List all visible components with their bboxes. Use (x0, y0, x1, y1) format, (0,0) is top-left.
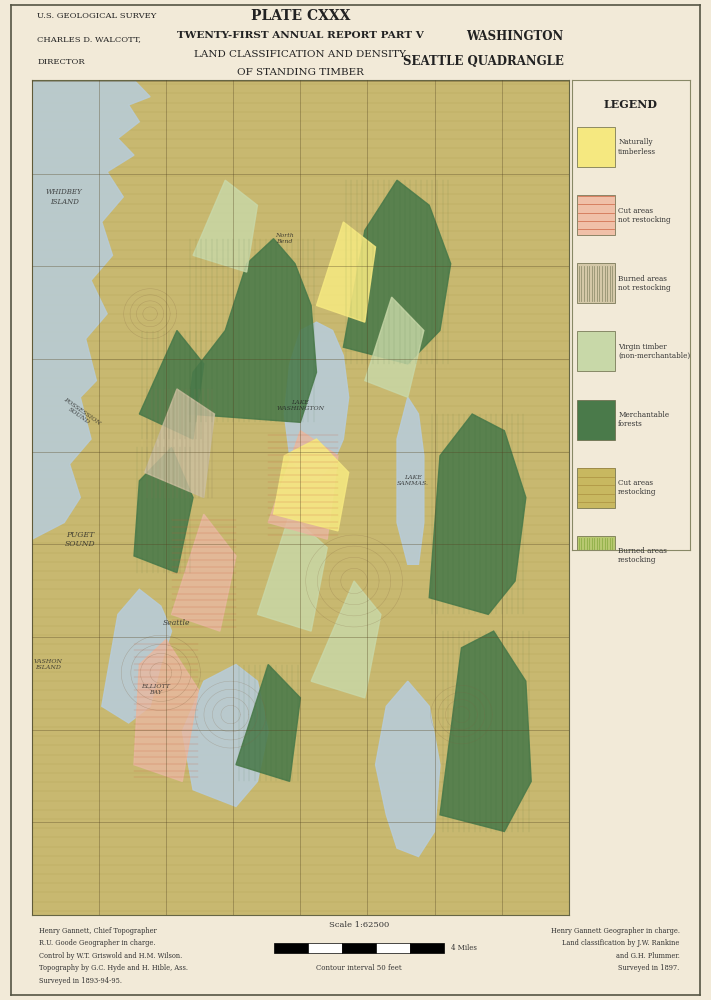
Text: LAND CLASSIFICATION AND DENSITY: LAND CLASSIFICATION AND DENSITY (194, 50, 407, 59)
Text: WASHINGTON: WASHINGTON (466, 30, 563, 43)
Bar (577, 127, 614, 167)
Bar (376, 943, 410, 953)
Polygon shape (188, 239, 316, 422)
Bar (577, 468, 614, 508)
Text: R.U. Goode Geographer in charge.: R.U. Goode Geographer in charge. (38, 939, 155, 947)
Text: Cut areas
not restocking: Cut areas not restocking (618, 207, 670, 224)
Polygon shape (145, 389, 215, 498)
Text: Naturally
timberless: Naturally timberless (618, 138, 656, 156)
Text: Merchantable
forests: Merchantable forests (618, 411, 669, 428)
Text: PLATE CXXX: PLATE CXXX (251, 9, 350, 23)
Bar (410, 943, 444, 953)
Polygon shape (182, 665, 268, 806)
Polygon shape (32, 80, 171, 539)
Text: WHIDBEY
ISLAND: WHIDBEY ISLAND (46, 188, 82, 206)
Polygon shape (257, 514, 327, 631)
Polygon shape (375, 681, 440, 857)
Text: Virgin timber
(non-merchantable): Virgin timber (non-merchantable) (618, 343, 690, 360)
Polygon shape (102, 589, 171, 723)
Polygon shape (274, 439, 348, 531)
Bar (577, 400, 614, 440)
Text: Land classification by J.W. Rankine: Land classification by J.W. Rankine (562, 939, 680, 947)
Polygon shape (284, 322, 348, 481)
Text: U.S. GEOLOGICAL SURVEY: U.S. GEOLOGICAL SURVEY (38, 12, 156, 20)
Text: Surveyed in 1897.: Surveyed in 1897. (619, 964, 680, 972)
Bar (577, 536, 614, 576)
Bar (342, 943, 376, 953)
Text: Henry Gannett Geographer in charge.: Henry Gannett Geographer in charge. (550, 927, 680, 935)
Text: LEGEND: LEGEND (604, 99, 658, 110)
Text: POSSESSION
SOUND: POSSESSION SOUND (59, 397, 102, 431)
Text: 4 Miles: 4 Miles (451, 944, 476, 952)
Text: PUGET
SOUND: PUGET SOUND (65, 531, 95, 548)
Text: VASHON
ISLAND: VASHON ISLAND (33, 659, 63, 670)
Text: LAKE
WASHINGTON: LAKE WASHINGTON (277, 400, 324, 411)
Text: ELLIOTT
BAY: ELLIOTT BAY (141, 684, 170, 695)
Polygon shape (268, 431, 338, 539)
Polygon shape (236, 665, 301, 781)
Text: Henry Gannett, Chief Topographer: Henry Gannett, Chief Topographer (38, 927, 156, 935)
Polygon shape (397, 397, 424, 564)
Bar (577, 263, 614, 303)
Text: OF STANDING TIMBER: OF STANDING TIMBER (237, 68, 364, 77)
Text: North
Bend: North Bend (275, 233, 294, 244)
Polygon shape (171, 514, 236, 631)
Bar (308, 943, 342, 953)
Polygon shape (316, 222, 375, 322)
Text: and G.H. Plummer.: and G.H. Plummer. (616, 952, 680, 960)
Text: Seattle: Seattle (164, 619, 191, 627)
Text: TWENTY-FIRST ANNUAL REPORT PART V: TWENTY-FIRST ANNUAL REPORT PART V (177, 31, 424, 40)
Polygon shape (365, 297, 424, 397)
Text: Contour interval 50 feet: Contour interval 50 feet (316, 964, 402, 972)
Text: Burned areas
not restocking: Burned areas not restocking (618, 275, 670, 292)
Bar (274, 943, 308, 953)
Polygon shape (134, 639, 198, 781)
Polygon shape (134, 447, 193, 573)
Polygon shape (343, 180, 451, 364)
Polygon shape (139, 331, 204, 439)
Text: Topography by G.C. Hyde and H. Hible, Ass.: Topography by G.C. Hyde and H. Hible, As… (38, 964, 188, 972)
Text: SEATTLE QUADRANGLE: SEATTLE QUADRANGLE (402, 55, 563, 68)
Text: DIRECTOR: DIRECTOR (38, 58, 85, 66)
Polygon shape (429, 414, 526, 614)
Text: LAKE
SAMMAS.: LAKE SAMMAS. (397, 475, 429, 486)
Text: Control by W.T. Griswold and H.M. Wilson.: Control by W.T. Griswold and H.M. Wilson… (38, 952, 182, 960)
Text: Surveyed in 1893-94-95.: Surveyed in 1893-94-95. (38, 977, 122, 985)
Polygon shape (440, 631, 531, 832)
Text: CHARLES D. WALCOTT,: CHARLES D. WALCOTT, (38, 35, 141, 43)
Text: Burned areas
restocking: Burned areas restocking (618, 547, 667, 564)
Polygon shape (311, 581, 381, 698)
Polygon shape (193, 180, 257, 272)
Bar (577, 195, 614, 235)
Text: Cut areas
restocking: Cut areas restocking (618, 479, 656, 496)
Text: Scale 1:62500: Scale 1:62500 (329, 921, 389, 929)
Bar (577, 331, 614, 371)
